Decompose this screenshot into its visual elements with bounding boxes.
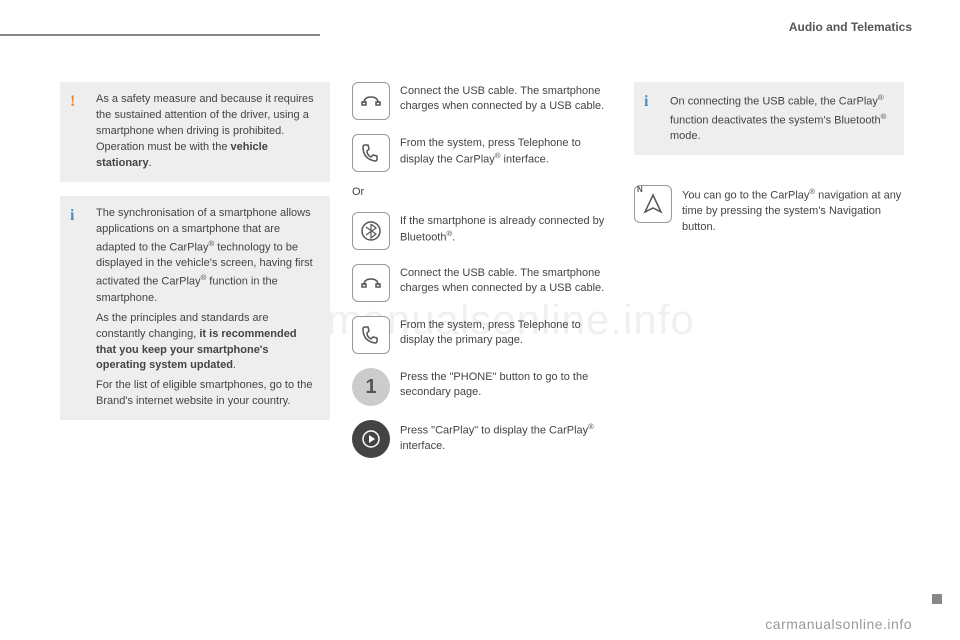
step-one-text: Press the "PHONE" button to go to the se…	[400, 368, 612, 406]
s3b: .	[452, 232, 455, 244]
step-telephone-1: From the system, press Telephone to disp…	[352, 134, 612, 172]
reg6: ®	[878, 93, 884, 102]
step-bluetooth-text: If the smartphone is already connected b…	[400, 212, 612, 250]
footer-url: carmanualsonline.info	[765, 616, 912, 632]
info-box-sync: i The synchronisation of a smartphone al…	[60, 196, 330, 421]
step-bluetooth: If the smartphone is already connected b…	[352, 212, 612, 250]
carplay-play-icon	[352, 420, 390, 458]
p2c: .	[233, 359, 236, 371]
step-telephone-2: From the system, press Telephone to disp…	[352, 316, 612, 354]
step-carplay: Press "CarPlay" to display the CarPlay® …	[352, 420, 612, 458]
warn-t2c: .	[149, 157, 152, 169]
c3t1a: On connecting the USB cable, the CarPlay	[670, 96, 878, 108]
c3t1c: mode.	[670, 130, 701, 142]
warning-icon: !	[70, 90, 75, 113]
step-navigation: N You can go to the CarPlay® navigation …	[634, 185, 904, 235]
or-divider: Or	[352, 186, 612, 198]
usb-cable-icon-2	[352, 264, 390, 302]
north-label: N	[637, 184, 643, 195]
step-usb-1: Connect the USB cable. The smartphone ch…	[352, 82, 612, 120]
info-p1: The synchronisation of a smartphone allo…	[96, 206, 318, 307]
s2b: interface.	[500, 154, 548, 166]
reg7: ®	[881, 112, 887, 121]
s7a: Press "CarPlay" to display the CarPlay	[400, 425, 588, 437]
s3a: If the smartphone is already connected b…	[400, 215, 604, 244]
step-telephone-1-text: From the system, press Telephone to disp…	[400, 134, 612, 172]
info-icon: i	[70, 204, 74, 227]
top-horizontal-rule	[0, 34, 320, 36]
step-carplay-text: Press "CarPlay" to display the CarPlay® …	[400, 420, 612, 458]
s7b: interface.	[400, 440, 445, 452]
step-navigation-text: You can go to the CarPlay® navigation at…	[682, 185, 904, 235]
step-usb-2: Connect the USB cable. The smartphone ch…	[352, 264, 612, 302]
warning-box: ! As a safety measure and because it req…	[60, 82, 330, 182]
phone-icon-2	[352, 316, 390, 354]
info-box-usb: i On connecting the USB cable, the CarPl…	[634, 82, 904, 155]
navigation-icon: N	[634, 185, 672, 223]
info-icon-2: i	[644, 90, 648, 113]
column-left: ! As a safety measure and because it req…	[60, 82, 330, 472]
info-usb-text: On connecting the USB cable, the CarPlay…	[670, 92, 892, 145]
step-one: 1 Press the "PHONE" button to go to the …	[352, 368, 612, 406]
page-side-marker	[932, 594, 942, 604]
section-header: Audio and Telematics	[789, 20, 912, 34]
step-telephone-2-text: From the system, press Telephone to disp…	[400, 316, 612, 354]
warning-text-2: Operation must be with the vehicle stati…	[96, 140, 318, 172]
info-p2: As the principles and standards are cons…	[96, 311, 318, 375]
column-right: i On connecting the USB cable, the CarPl…	[634, 82, 904, 472]
column-middle: Connect the USB cable. The smartphone ch…	[352, 82, 612, 472]
number-one-icon: 1	[352, 368, 390, 406]
warn-t2a: Operation must be with the	[96, 141, 231, 153]
phone-icon	[352, 134, 390, 172]
usb-cable-icon	[352, 82, 390, 120]
step-usb-1-text: Connect the USB cable. The smartphone ch…	[400, 82, 612, 120]
warning-text-1: As a safety measure and because it requi…	[96, 92, 318, 140]
step-usb-2-text: Connect the USB cable. The smartphone ch…	[400, 264, 612, 302]
navt1a: You can go to the CarPlay	[682, 190, 809, 202]
s2a: From the system, press Telephone to disp…	[400, 137, 581, 166]
c3t1b: function deactivates the system's Blueto…	[670, 114, 881, 126]
reg5: ®	[588, 422, 594, 431]
bluetooth-icon	[352, 212, 390, 250]
info-p3: For the list of eligible smartphones, go…	[96, 378, 318, 410]
main-content: ! As a safety measure and because it req…	[60, 82, 912, 472]
